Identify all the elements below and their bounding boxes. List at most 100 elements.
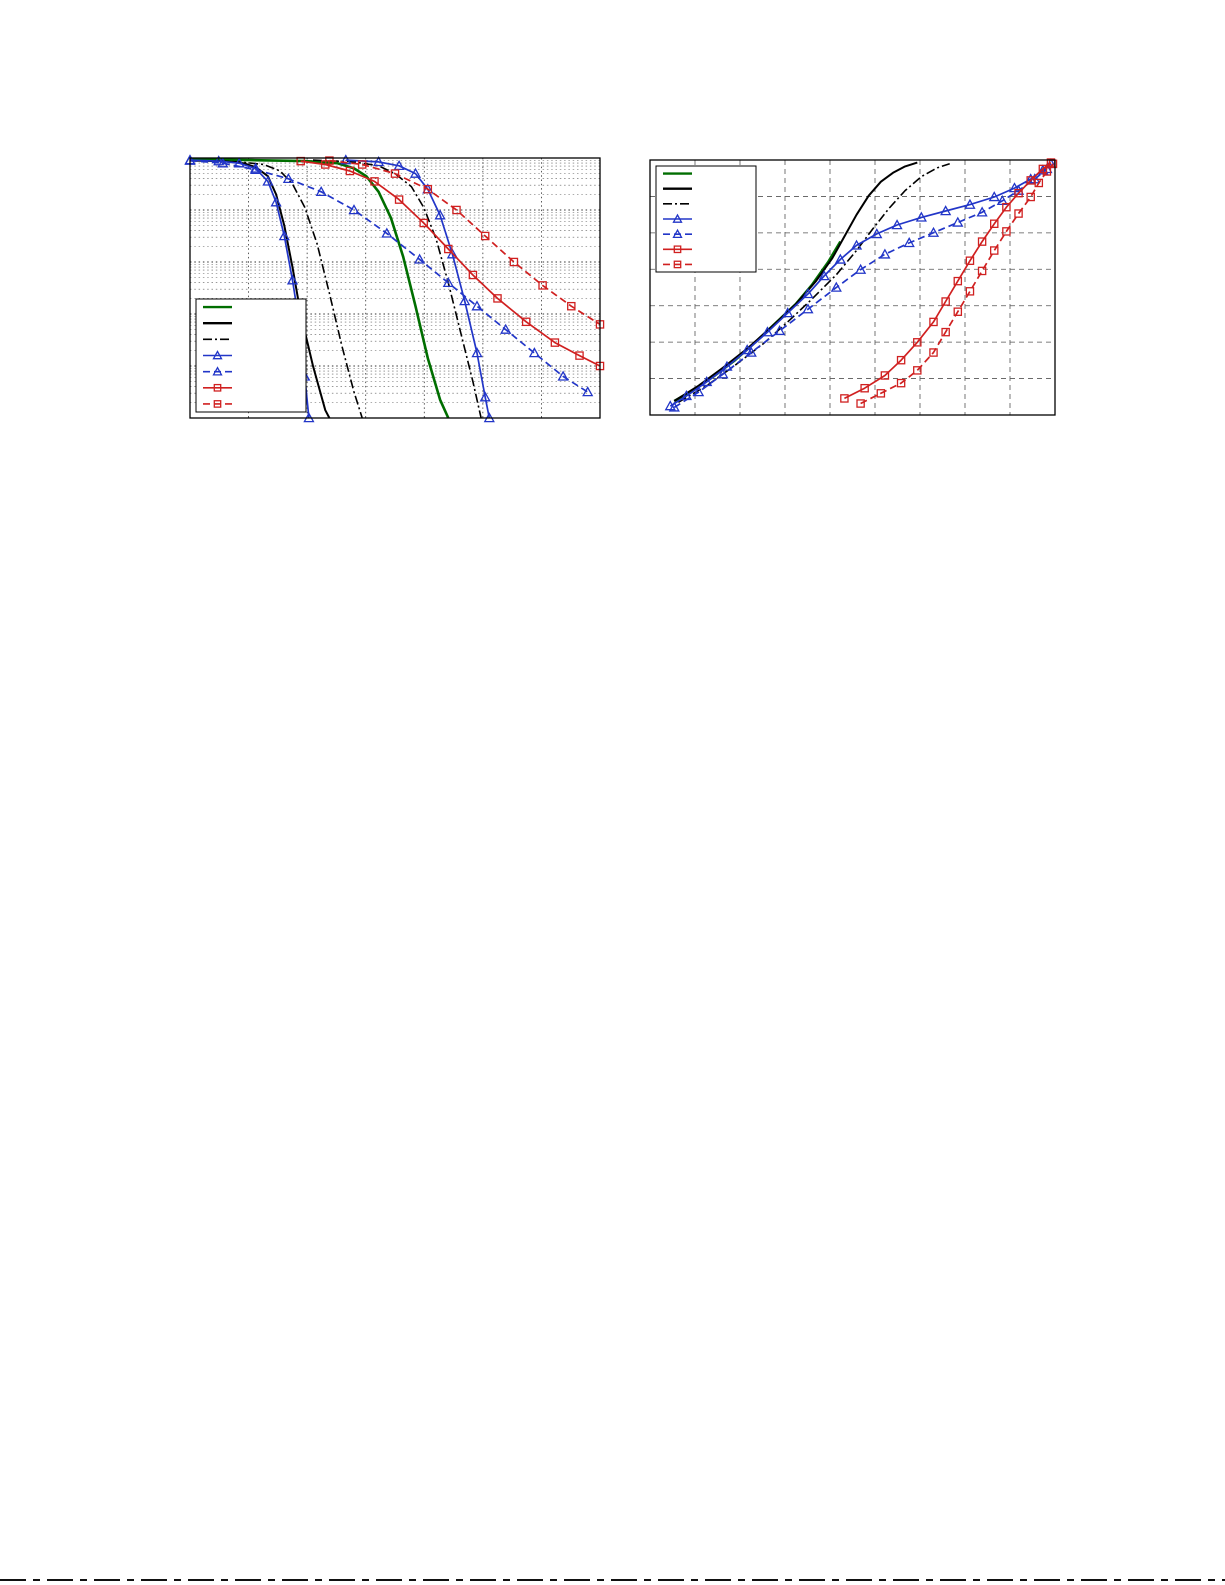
triangle-marker <box>348 204 360 215</box>
square-marker <box>1042 167 1052 176</box>
square-marker <box>325 156 334 165</box>
square-marker <box>345 166 355 176</box>
square-marker <box>880 371 890 380</box>
left-grid <box>190 158 600 418</box>
left-legend <box>195 298 307 413</box>
triangle-marker <box>582 386 594 397</box>
triangle-marker <box>871 228 883 239</box>
square-marker <box>876 389 886 398</box>
triangle-marker <box>879 248 891 259</box>
square-marker <box>390 169 400 178</box>
triangle-marker <box>262 175 274 186</box>
square-marker <box>953 276 963 286</box>
square-marker <box>509 257 519 267</box>
series-line-red-square-dashed <box>329 159 601 326</box>
square-marker <box>913 338 922 347</box>
square-marker <box>468 270 478 280</box>
triangle-marker <box>854 263 867 274</box>
square-marker <box>423 184 433 194</box>
right-plot-frame <box>649 159 1056 416</box>
triangle-marker <box>381 227 393 238</box>
square-marker <box>941 297 950 306</box>
triangle-marker <box>471 300 483 311</box>
series-line-blue-triangle-solid <box>669 163 1052 407</box>
triangle-marker <box>442 276 454 288</box>
triangle-marker <box>479 391 491 402</box>
left-series <box>184 154 605 423</box>
square-marker <box>673 245 682 254</box>
triangle-marker <box>802 288 814 299</box>
square-marker <box>357 160 367 169</box>
triangle-marker <box>773 325 786 336</box>
triangle-marker <box>500 323 512 334</box>
triangle-marker <box>672 213 683 223</box>
triangle-marker <box>692 386 705 397</box>
triangle-marker <box>964 198 976 209</box>
square-marker <box>213 383 222 392</box>
square-marker <box>965 287 975 296</box>
square-marker <box>567 301 576 311</box>
square-marker <box>896 378 906 388</box>
square-marker <box>896 355 906 365</box>
triangle-marker <box>528 347 541 358</box>
triangle-marker <box>413 253 426 264</box>
triangle-marker <box>818 270 830 281</box>
series-line-blue-triangle-dashed <box>673 168 1048 409</box>
series-line-red-square-solid <box>844 161 1052 400</box>
triangle-marker <box>315 185 327 197</box>
triangle-marker <box>471 347 483 358</box>
triangle-marker <box>446 248 459 259</box>
square-marker <box>860 383 869 393</box>
square-marker <box>521 317 531 327</box>
square-marker <box>370 177 379 186</box>
triangle-marker <box>668 401 680 412</box>
square-marker <box>550 338 560 347</box>
triangle-marker <box>434 209 446 220</box>
triangle-marker <box>212 350 223 360</box>
left-plot-frame <box>189 157 601 419</box>
triangle-marker <box>286 274 299 285</box>
triangle-marker <box>830 281 842 292</box>
triangle-marker <box>213 155 225 166</box>
square-marker <box>990 219 999 228</box>
series-line-black-dashdot-right <box>312 159 482 419</box>
left-chart <box>184 154 605 423</box>
square-marker <box>493 294 502 303</box>
square-marker <box>538 281 547 290</box>
triangle-marker <box>976 206 988 217</box>
square-marker <box>213 400 222 408</box>
triangle-marker <box>745 346 757 357</box>
triangle-marker <box>988 191 1000 202</box>
triangle-marker <box>282 172 295 184</box>
square-marker <box>1014 188 1023 198</box>
square-marker <box>941 327 950 337</box>
square-marker <box>929 348 938 357</box>
square-marker <box>673 260 682 269</box>
square-marker <box>953 307 963 316</box>
triangle-marker <box>903 237 915 248</box>
triangle-marker <box>952 216 964 227</box>
triangle-marker <box>270 196 282 207</box>
right-chart <box>649 157 1058 416</box>
right-series <box>664 157 1058 412</box>
square-marker <box>977 266 987 276</box>
series-line-blue-triangle-solid-right <box>345 159 491 419</box>
series-line-blue-triangle-dashed <box>189 159 589 393</box>
triangle-marker <box>249 163 262 174</box>
square-marker <box>856 399 865 408</box>
triangle-marker <box>672 228 683 238</box>
series-line-black-solid <box>673 161 918 402</box>
triangle-marker <box>891 219 903 230</box>
triangle-marker <box>212 366 223 376</box>
square-marker <box>1014 209 1023 218</box>
square-marker <box>1002 227 1011 236</box>
square-marker <box>990 246 999 255</box>
triangle-marker <box>802 303 814 314</box>
triangle-marker <box>940 205 952 216</box>
square-marker <box>480 231 490 241</box>
square-marker <box>977 237 987 246</box>
triangle-marker <box>409 167 422 178</box>
square-marker <box>419 218 428 228</box>
